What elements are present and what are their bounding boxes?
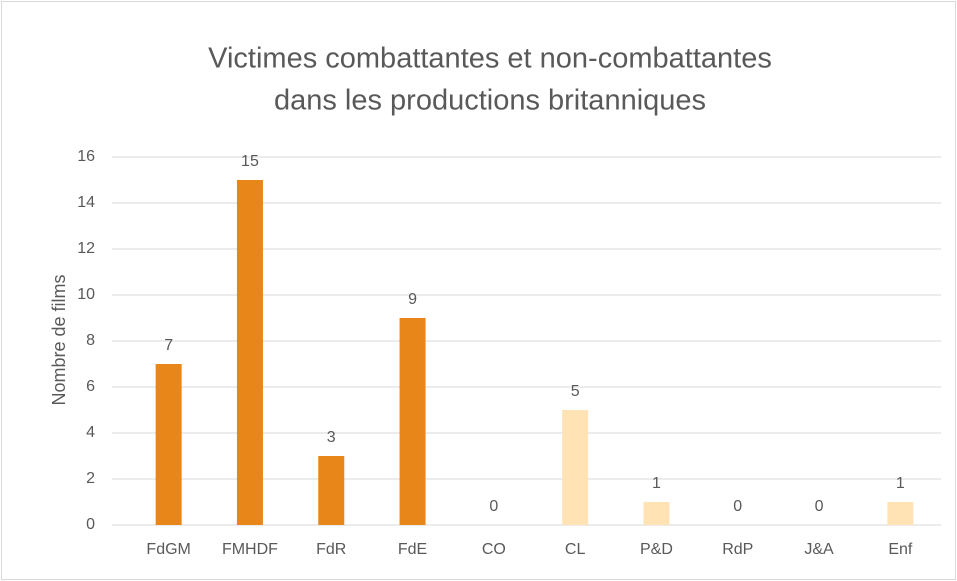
y-tick-label: 6 [86,378,95,395]
bar [318,456,345,525]
y-tick-label: 12 [77,240,95,257]
x-tick-label: CL [565,541,586,558]
data-label: 0 [733,498,742,515]
data-label: 5 [571,383,580,400]
data-label: 7 [164,337,173,354]
bar [887,502,914,525]
data-label: 9 [408,291,417,308]
bar [562,410,589,525]
y-tick-label: 10 [77,286,95,303]
y-tick-label: 16 [77,148,95,165]
x-tick-label: P&D [640,541,673,558]
data-label: 15 [241,153,259,170]
data-label: 1 [896,475,905,492]
bar [155,364,182,525]
y-axis-label: Nombre de films [49,274,69,405]
data-label: 0 [815,498,824,515]
x-tick-label: RdP [722,541,753,558]
bar [399,318,426,525]
x-tick-label: Enf [888,541,913,558]
y-tick-label: 4 [86,424,95,441]
data-label: 3 [327,429,336,446]
y-tick-label: 2 [86,470,95,487]
x-tick-label: FdR [316,541,346,558]
x-tick-label: FdE [398,541,427,558]
x-tick-label: FdGM [146,541,190,558]
x-tick-label: CO [482,541,506,558]
data-label: 1 [652,475,661,492]
y-tick-label: 0 [86,516,95,533]
bar [236,180,263,525]
y-tick-label: 8 [86,332,95,349]
y-tick-label: 14 [77,194,95,211]
x-tick-label: FMHDF [222,541,278,558]
x-tick-label: J&A [804,541,834,558]
chart-title: dans les productions britanniques [274,85,706,117]
chart-title: Victimes combattantes et non-combattante… [208,43,772,75]
bar [643,502,670,525]
data-label: 0 [489,498,498,515]
